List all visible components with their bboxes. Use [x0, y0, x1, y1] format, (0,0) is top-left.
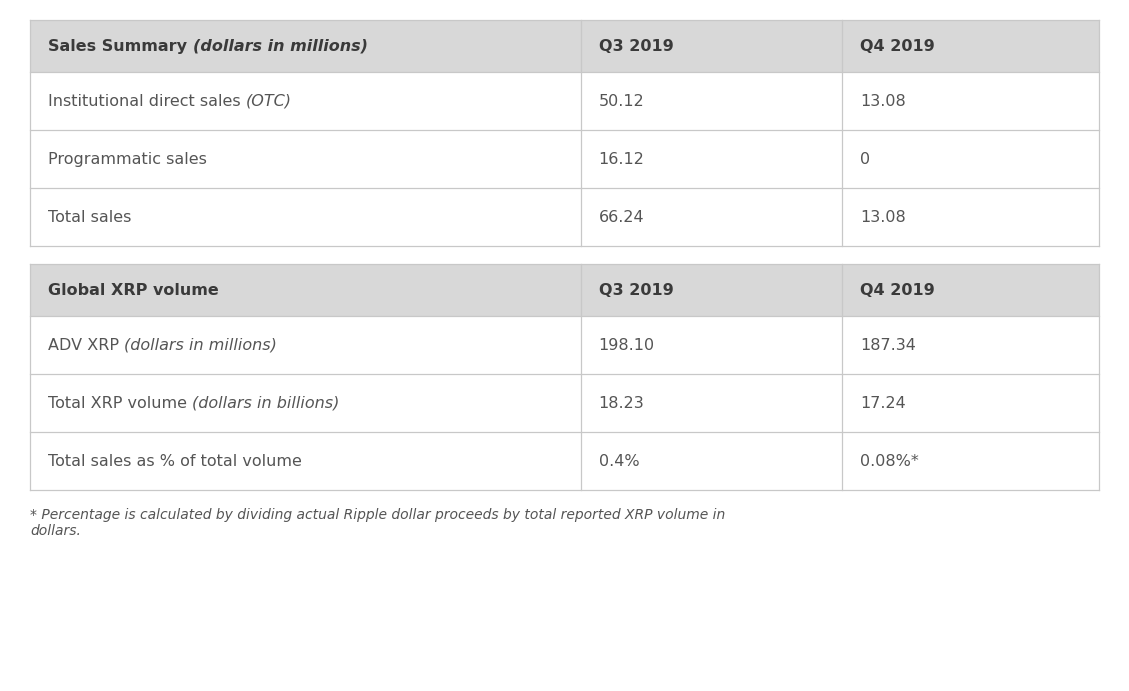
Text: Total XRP volume: Total XRP volume [49, 395, 192, 410]
Text: Q3 2019: Q3 2019 [598, 283, 673, 298]
Text: ADV XRP: ADV XRP [49, 337, 124, 352]
Text: (dollars in millions): (dollars in millions) [124, 337, 277, 352]
Text: Global XRP volume: Global XRP volume [49, 283, 219, 298]
Text: 0.4%: 0.4% [598, 453, 639, 468]
Text: Q4 2019: Q4 2019 [860, 39, 935, 53]
Text: (dollars in millions): (dollars in millions) [193, 39, 368, 53]
Bar [30, 316, 1099, 374]
Text: 13.08: 13.08 [860, 93, 907, 108]
Bar [30, 72, 1099, 130]
Text: Q3 2019: Q3 2019 [598, 39, 673, 53]
Text: Total sales: Total sales [49, 209, 131, 225]
Text: 18.23: 18.23 [598, 395, 645, 410]
Text: (dollars in billions): (dollars in billions) [192, 395, 340, 410]
Text: 198.10: 198.10 [598, 337, 655, 352]
Bar [30, 432, 1099, 490]
Bar [30, 374, 1099, 432]
Text: 0: 0 [860, 151, 870, 167]
Bar [30, 264, 1099, 316]
Bar [30, 130, 1099, 188]
Text: Q4 2019: Q4 2019 [860, 283, 935, 298]
Text: Total sales as % of total volume: Total sales as % of total volume [49, 453, 301, 468]
Text: 50.12: 50.12 [598, 93, 645, 108]
Text: * Percentage is calculated by dividing actual Ripple dollar proceeds by total re: * Percentage is calculated by dividing a… [30, 508, 725, 538]
Text: 0.08%*: 0.08%* [860, 453, 919, 468]
Text: 187.34: 187.34 [860, 337, 917, 352]
Text: 13.08: 13.08 [860, 209, 907, 225]
Text: Institutional direct sales: Institutional direct sales [49, 93, 246, 108]
Text: Programmatic sales: Programmatic sales [49, 151, 207, 167]
Bar [30, 20, 1099, 72]
Text: 16.12: 16.12 [598, 151, 645, 167]
Text: Sales Summary: Sales Summary [49, 39, 193, 53]
Text: (OTC): (OTC) [246, 93, 291, 108]
Text: 66.24: 66.24 [598, 209, 645, 225]
Bar [30, 188, 1099, 246]
Text: 17.24: 17.24 [860, 395, 907, 410]
